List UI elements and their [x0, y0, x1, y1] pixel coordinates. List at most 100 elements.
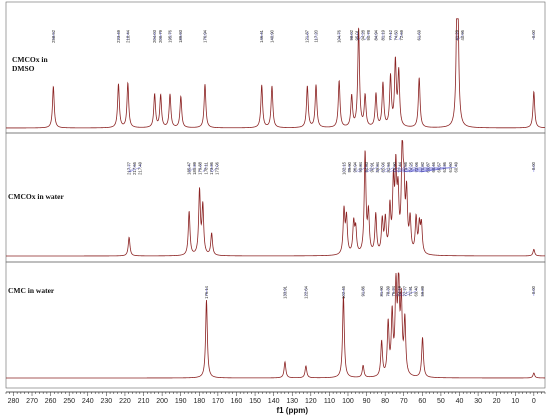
peak-leader	[398, 166, 417, 173]
x-tick-label: 80	[381, 398, 389, 405]
peak-label: 77.44	[397, 161, 402, 172]
peak-label: 69.40	[414, 285, 419, 296]
peak-label: 78.39	[386, 285, 391, 296]
peak-label: 74.50	[394, 29, 399, 40]
peak-label: 81.90	[379, 285, 384, 296]
peak-label: 60.49	[453, 161, 458, 172]
x-tick-label: 160	[231, 398, 243, 405]
x-tick-label: 270	[26, 398, 38, 405]
peak-leader	[389, 166, 401, 173]
peak-label: 90.78	[366, 29, 371, 40]
peak-label: 40.95	[460, 29, 465, 40]
peak-label: 0.00	[531, 161, 536, 170]
peak-leader	[385, 166, 395, 173]
peak-leader	[348, 166, 350, 173]
peak-label: 223.49	[116, 29, 121, 42]
peak-leader	[357, 166, 367, 173]
panel-title: CMCOx in	[12, 55, 48, 64]
panel-frame	[5, 261, 546, 389]
spectrum-trace	[6, 272, 545, 379]
peak-label: 76.24	[391, 285, 396, 296]
x-tick-label: 50	[437, 398, 445, 405]
panel-title-line2: DMSO	[12, 64, 35, 73]
peak-leader	[189, 166, 195, 173]
peak-label: 176.94	[202, 29, 207, 42]
peak-leader	[395, 34, 397, 41]
peak-label: 179.88	[198, 161, 203, 174]
peak-label: 140.90	[269, 29, 274, 42]
x-tick-label: 170	[212, 398, 224, 405]
peak-label: 178.11	[203, 161, 208, 174]
peak-leader	[202, 166, 207, 173]
peak-label: 69.87	[425, 161, 430, 172]
x-tick-label: 220	[119, 398, 131, 405]
peak-label: 84.94	[373, 29, 378, 40]
peak-label: 77.12	[388, 29, 393, 40]
peak-label: 81.19	[380, 29, 385, 40]
peak-label: 173.36	[209, 161, 214, 174]
peak-leader	[419, 166, 451, 173]
peak-leader	[353, 166, 356, 173]
panel-frame	[5, 132, 546, 263]
peak-label: 133.91	[282, 285, 287, 298]
peak-label: 63.36	[442, 161, 447, 172]
peak-leader	[402, 166, 423, 173]
peak-label: -0.00	[531, 29, 536, 39]
x-tick-label: 120	[305, 398, 317, 405]
peak-leader	[364, 34, 369, 41]
panel-1: 258.52 223.49 218.44 204.03 200.79 195.76 189.…	[5, 1, 546, 134]
peak-label: 117.20	[313, 29, 318, 42]
peak-label: 72.69	[399, 29, 404, 40]
peak-label: 79.90	[392, 161, 397, 172]
peak-leader	[129, 166, 141, 173]
peak-label: 189.93	[178, 29, 183, 42]
peak-leader	[212, 166, 218, 173]
peak-label: 185.47	[187, 161, 192, 174]
peak-label: 85.06	[381, 161, 386, 172]
x-tick-label: 240	[82, 398, 94, 405]
peak-label: 96.94	[353, 161, 358, 172]
x-tick-label: 150	[249, 398, 261, 405]
x-tick-label: 70	[400, 398, 408, 405]
x-tick-label: 130	[286, 398, 298, 405]
peak-leader	[398, 290, 406, 297]
peak-label: 217.77	[126, 161, 131, 174]
peak-leader	[364, 166, 373, 173]
spectrum-trace	[6, 140, 545, 257]
peak-leader	[410, 166, 440, 173]
peak-leader	[403, 166, 429, 173]
peak-label: 41.29	[455, 29, 460, 40]
peak-label: 218.44	[125, 29, 130, 42]
peak-label: 204.03	[152, 29, 157, 42]
x-tick-label: 280	[8, 398, 20, 405]
x-tick-label: 20	[493, 398, 501, 405]
x-tick-label: 190	[175, 398, 187, 405]
peak-leader	[401, 290, 411, 297]
peak-label: 71.31	[408, 285, 413, 296]
spectrum-trace	[6, 18, 546, 129]
peak-label: 61.60	[448, 161, 453, 172]
peak-label: 217.65	[132, 161, 137, 174]
peak-leader	[199, 166, 201, 173]
peak-leader	[382, 166, 389, 173]
x-tick-label: 180	[193, 398, 205, 405]
peak-label: 99.90	[347, 161, 352, 172]
x-axis: 280 270 260 250 240 230 220 210 200 190 180 170 160 1…	[5, 391, 546, 415]
peak-leader	[129, 166, 135, 173]
peak-label: 73.06	[414, 161, 419, 172]
peak-label: 61.69	[417, 29, 422, 40]
x-tick-label: 40	[456, 398, 464, 405]
x-tick-label: 100	[342, 398, 354, 405]
x-tick-label: 200	[156, 398, 168, 405]
peak-leader	[355, 166, 361, 173]
x-tick-label: 90	[363, 398, 371, 405]
x-tick-label: 60	[418, 398, 426, 405]
x-tick-label: 10	[511, 398, 519, 405]
peak-label: 121.87	[305, 29, 310, 42]
peak-label: 66.57	[437, 161, 442, 172]
peak-label: 89.84	[375, 161, 380, 172]
peak-label: 98.02	[349, 29, 354, 40]
peak-label: 0.00	[531, 285, 536, 294]
